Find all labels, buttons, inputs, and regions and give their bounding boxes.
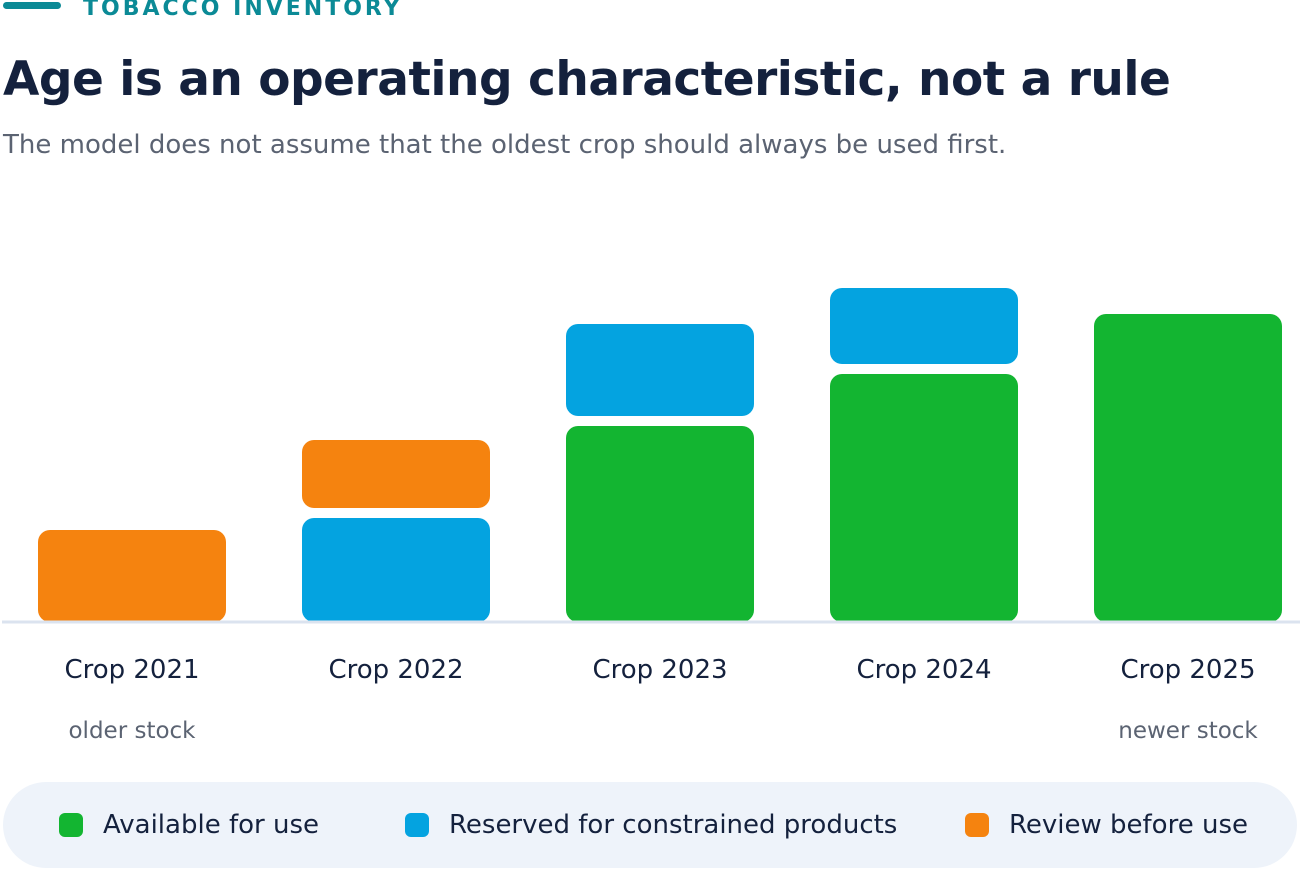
eyebrow-label: TOBACCO INVENTORY xyxy=(83,0,403,21)
bar-crop-2022-review-before-use xyxy=(302,440,490,508)
legend-swatch-available xyxy=(59,813,83,837)
legend-swatch-review xyxy=(965,813,989,837)
legend-item-review: Review before use xyxy=(965,782,1248,868)
legend: Available for use Reserved for constrain… xyxy=(3,782,1297,868)
bar-crop-2022-reserved-for-constrained-products xyxy=(302,518,490,622)
bar-crop-2023-reserved-for-constrained-products xyxy=(566,324,754,416)
category-label-crop-2023: Crop 2023 xyxy=(592,655,727,685)
legend-item-available: Available for use xyxy=(59,782,319,868)
page-subtitle: The model does not assume that the oldes… xyxy=(3,130,1007,160)
legend-item-reserved: Reserved for constrained products xyxy=(405,782,897,868)
legend-label-available: Available for use xyxy=(103,810,319,840)
category-note-crop-2025: newer stock xyxy=(1118,718,1258,744)
category-label-crop-2021: Crop 2021 xyxy=(64,655,199,685)
category-label-crop-2024: Crop 2024 xyxy=(856,655,991,685)
legend-label-review: Review before use xyxy=(1009,810,1248,840)
category-label-crop-2022: Crop 2022 xyxy=(328,655,463,685)
page-title: Age is an operating characteristic, not … xyxy=(3,52,1171,107)
legend-swatch-reserved xyxy=(405,813,429,837)
bar-crop-2021-review-before-use xyxy=(38,530,226,622)
category-note-crop-2021: older stock xyxy=(68,718,196,744)
bar-crop-2025-available-for-use xyxy=(1094,314,1282,622)
bar-crop-2023-available-for-use xyxy=(566,426,754,622)
eyebrow-accent-bar xyxy=(3,2,61,9)
bar-crop-2024-available-for-use xyxy=(830,374,1018,622)
legend-label-reserved: Reserved for constrained products xyxy=(449,810,898,840)
category-label-crop-2025: Crop 2025 xyxy=(1120,655,1255,685)
bar-crop-2024-reserved-for-constrained-products xyxy=(830,288,1018,364)
